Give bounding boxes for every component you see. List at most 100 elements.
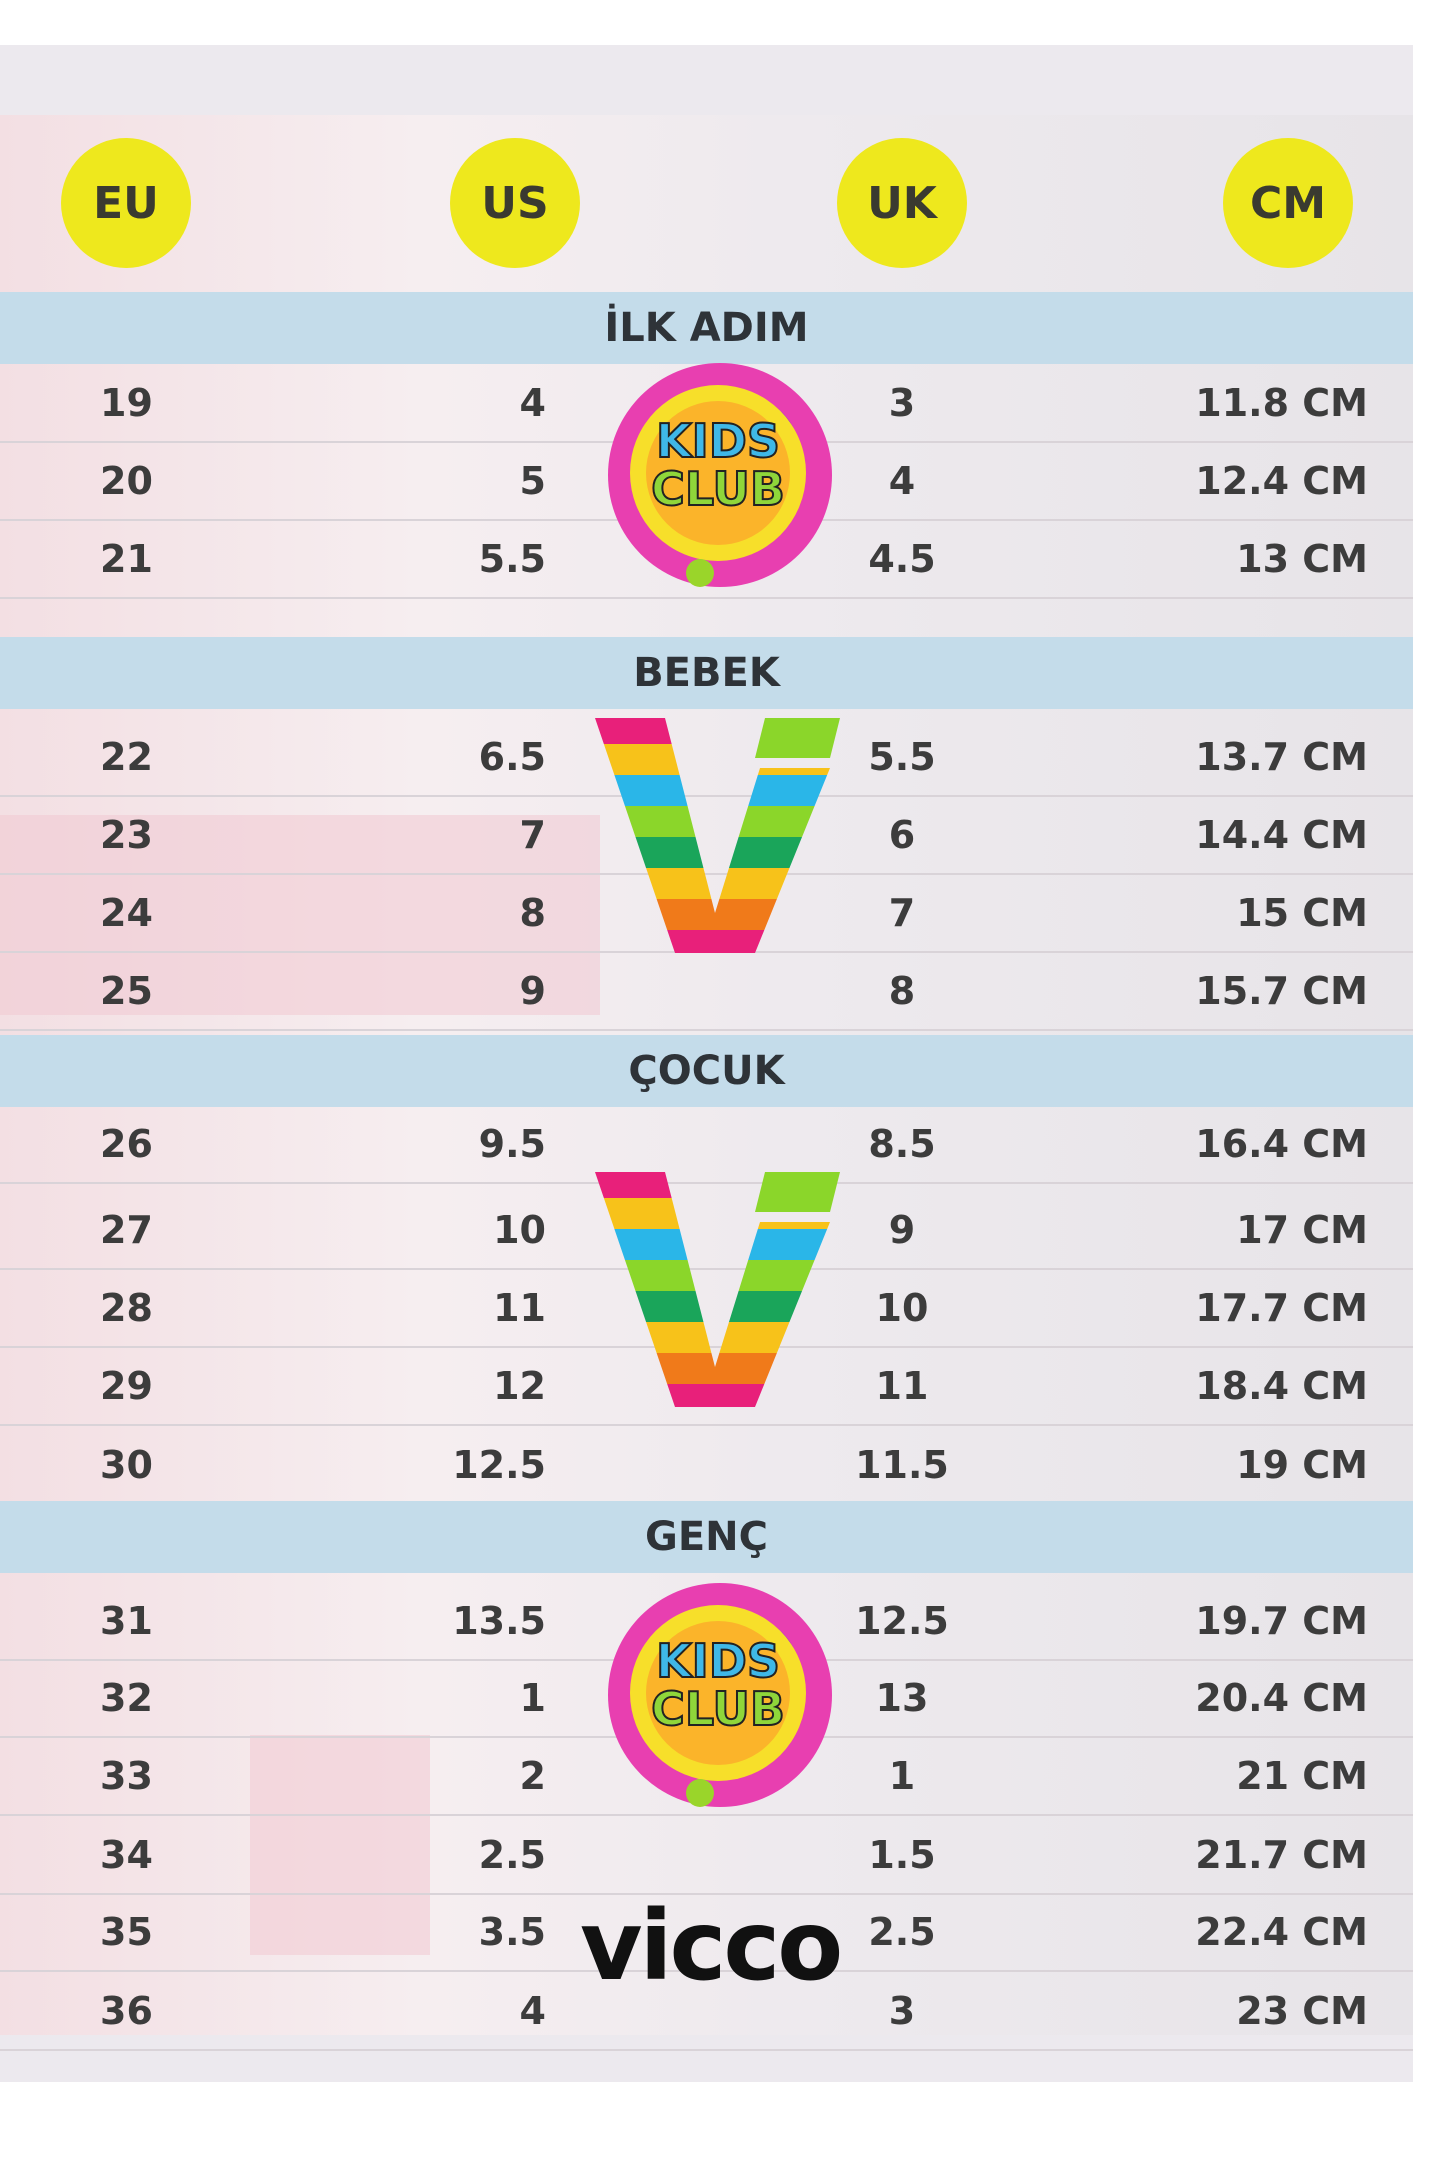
v-logo xyxy=(590,1167,850,1416)
section-band: İLK ADIM xyxy=(0,292,1413,364)
cell-cm: 16.4 CM xyxy=(1195,1122,1368,1166)
cell-us: 11 xyxy=(493,1286,546,1330)
cell-eu: 19 xyxy=(100,381,153,425)
cell-us: 9.5 xyxy=(478,1122,546,1166)
cell-uk: 1.5 xyxy=(868,1833,936,1877)
cell-uk: 5.5 xyxy=(868,735,936,779)
cell-uk: 8.5 xyxy=(868,1122,936,1166)
cell-us: 12.5 xyxy=(452,1443,546,1487)
cell-uk: 10 xyxy=(875,1286,929,1330)
cell-cm: 17 CM xyxy=(1236,1208,1368,1252)
kids-club-logo: KIDS CLUB xyxy=(590,1565,860,1829)
cell-us: 8 xyxy=(519,891,546,935)
cell-us: 4 xyxy=(519,381,546,425)
cell-eu: 21 xyxy=(100,537,153,581)
section-title: GENÇ xyxy=(645,1514,768,1560)
svg-text:KIDS: KIDS xyxy=(656,1634,780,1688)
cell-cm: 15.7 CM xyxy=(1195,969,1368,1013)
svg-text:KIDS: KIDS xyxy=(656,414,780,468)
vicco-logo: vicco xyxy=(580,1890,843,2002)
cell-cm: 15 CM xyxy=(1236,891,1368,935)
cell-eu: 22 xyxy=(100,735,153,779)
table-row: 34 2.5 1.5 21.7 CM xyxy=(0,1817,1413,1895)
cell-cm: 17.7 CM xyxy=(1195,1286,1368,1330)
cell-eu: 35 xyxy=(100,1910,153,1954)
cell-cm: 13 CM xyxy=(1236,537,1368,581)
cell-us: 9 xyxy=(519,969,546,1013)
cell-us: 13.5 xyxy=(452,1599,546,1643)
cell-cm: 23 CM xyxy=(1236,1989,1368,2033)
size-chart: EU US UK CM İLK ADIM 19 4 3 11.8 CM 20 5 4 12.4 CM 21… xyxy=(0,45,1413,2082)
cell-uk: 13 xyxy=(875,1676,929,1720)
table-row: 30 12.5 11.5 19 CM xyxy=(0,1427,1413,1505)
kids-club-logo: KIDS CLUB xyxy=(590,345,860,609)
background-shape xyxy=(0,815,600,1015)
table-row: 23 7 6 14.4 CM xyxy=(0,797,1413,875)
cell-cm: 14.4 CM xyxy=(1195,813,1368,857)
background-shape xyxy=(250,1735,430,1955)
cell-eu: 28 xyxy=(100,1286,153,1330)
cell-eu: 20 xyxy=(100,459,153,503)
cell-uk: 3 xyxy=(888,1989,916,2033)
cell-eu: 25 xyxy=(100,969,153,1013)
section-title: BEBEK xyxy=(633,650,780,696)
cell-eu: 34 xyxy=(100,1833,153,1877)
cell-us: 5.5 xyxy=(478,537,546,581)
table-row: 22 6.5 5.5 13.7 CM xyxy=(0,719,1413,797)
cell-eu: 27 xyxy=(100,1208,153,1252)
cell-eu: 23 xyxy=(100,813,153,857)
cell-cm: 20.4 CM xyxy=(1195,1676,1368,1720)
cell-uk: 11.5 xyxy=(855,1443,949,1487)
cell-eu: 24 xyxy=(100,891,153,935)
cell-cm: 18.4 CM xyxy=(1195,1364,1368,1408)
cell-cm: 21 CM xyxy=(1236,1754,1368,1798)
cell-uk: 4.5 xyxy=(868,537,936,581)
cell-us: 3.5 xyxy=(478,1910,546,1954)
table-row: 35 3.5 2.5 22.4 CM xyxy=(0,1894,1413,1972)
section-band: ÇOCUK xyxy=(0,1035,1413,1107)
cell-eu: 30 xyxy=(100,1443,153,1487)
cell-uk: 1 xyxy=(888,1754,916,1798)
v-logo xyxy=(590,713,850,962)
cell-uk: 12.5 xyxy=(855,1599,949,1643)
cell-uk: 6 xyxy=(888,813,916,857)
cell-uk: 9 xyxy=(888,1208,916,1252)
table-row: 27 10 9 17 CM xyxy=(0,1192,1413,1270)
cell-cm: 19 CM xyxy=(1236,1443,1368,1487)
table-row: 25 9 8 15.7 CM xyxy=(0,953,1413,1031)
cell-cm: 22.4 CM xyxy=(1195,1910,1368,1954)
cell-eu: 33 xyxy=(100,1754,153,1798)
cell-us: 7 xyxy=(519,813,546,857)
table-row: 21 5.5 4.5 13 CM xyxy=(0,521,1413,599)
cell-us: 12 xyxy=(493,1364,546,1408)
cell-us: 10 xyxy=(493,1208,546,1252)
cell-uk: 2.5 xyxy=(868,1910,936,1954)
cell-us: 6.5 xyxy=(478,735,546,779)
cell-cm: 13.7 CM xyxy=(1195,735,1368,779)
table-row: 19 4 3 11.8 CM xyxy=(0,365,1413,443)
cell-eu: 32 xyxy=(100,1676,153,1720)
section-title: İLK ADIM xyxy=(604,305,809,351)
cell-eu: 31 xyxy=(100,1599,153,1643)
cell-us: 2.5 xyxy=(478,1833,546,1877)
section-band: BEBEK xyxy=(0,637,1413,709)
cell-cm: 12.4 CM xyxy=(1195,459,1368,503)
section-title: ÇOCUK xyxy=(628,1048,785,1094)
svg-text:CLUB: CLUB xyxy=(651,462,785,516)
cell-cm: 19.7 CM xyxy=(1195,1599,1368,1643)
cell-uk: 3 xyxy=(888,381,916,425)
cell-cm: 11.8 CM xyxy=(1195,381,1368,425)
table-row: 36 4 3 23 CM xyxy=(0,1973,1413,2051)
cell-uk: 11 xyxy=(875,1364,929,1408)
header-uk: UK xyxy=(837,138,967,268)
cell-uk: 8 xyxy=(888,969,916,1013)
cell-uk: 7 xyxy=(888,891,916,935)
header-eu: EU xyxy=(61,138,191,268)
cell-us: 2 xyxy=(519,1754,546,1798)
header-us: US xyxy=(450,138,580,268)
section-band: GENÇ xyxy=(0,1501,1413,1573)
cell-us: 1 xyxy=(519,1676,546,1720)
cell-us: 4 xyxy=(519,1989,546,2033)
cell-uk: 4 xyxy=(888,459,916,503)
svg-text:CLUB: CLUB xyxy=(651,1682,785,1736)
